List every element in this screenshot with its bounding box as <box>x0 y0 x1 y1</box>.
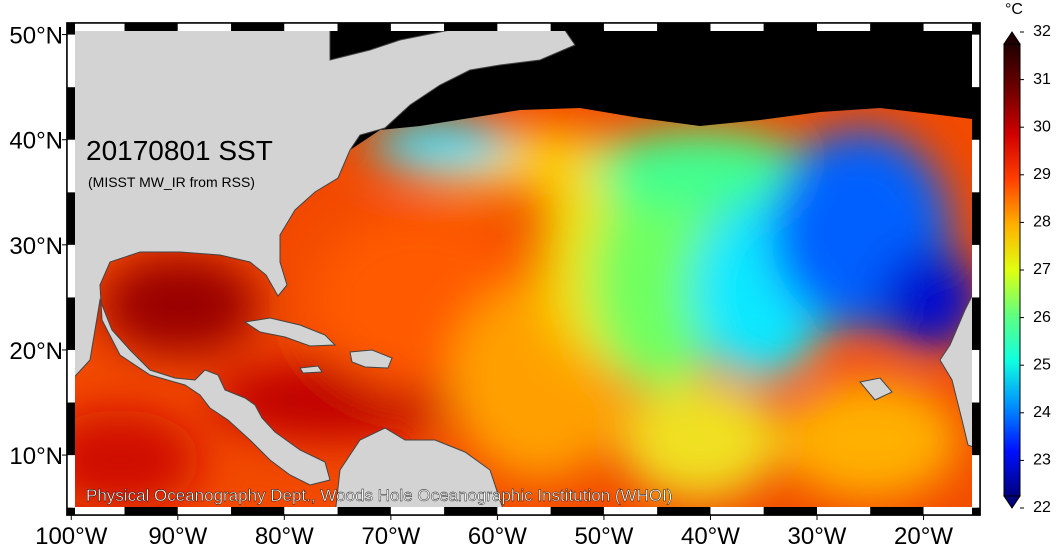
colorbar-tick-label: 31 <box>1033 71 1051 88</box>
frame-band <box>497 23 551 31</box>
colorbar-unit: °C <box>1005 1 1023 18</box>
lon-tick-label: 60°W <box>468 523 527 546</box>
lon-tick-label: 30°W <box>788 523 847 546</box>
frame-band <box>67 349 75 403</box>
frame-band <box>124 23 178 31</box>
frame-band <box>231 23 285 31</box>
frame-band <box>67 297 75 350</box>
frame-band <box>763 23 818 31</box>
lat-tick-label: 40°N <box>9 128 63 155</box>
frame-band <box>817 507 871 515</box>
colorbar: °C 22 23 24 25 26 27 28 29 30 31 32 <box>1003 1 1051 516</box>
frame-band <box>444 23 498 31</box>
frame-band <box>870 507 924 515</box>
frame-band <box>972 349 980 403</box>
colorbar-tick-label: 30 <box>1033 118 1051 135</box>
lon-tick-label: 70°W <box>361 523 420 546</box>
frame-band <box>67 139 75 193</box>
frame-band <box>231 507 285 515</box>
frame-band <box>177 23 232 31</box>
frame-band <box>603 507 658 515</box>
frame-band <box>71 507 125 515</box>
frame-band <box>337 23 391 31</box>
colorbar-tick-label: 27 <box>1033 261 1051 278</box>
colorbar-body <box>1003 43 1021 497</box>
frame-band <box>550 507 604 515</box>
frame-band <box>497 507 551 515</box>
frame-band <box>124 507 178 515</box>
frame-band <box>71 23 125 31</box>
credit: Physical Oceanography Dept., Woods Hole … <box>86 486 672 505</box>
frame-band <box>67 455 75 508</box>
frame-band <box>390 23 445 31</box>
frame-band <box>763 507 818 515</box>
lat-tick-label: 30°N <box>9 233 63 260</box>
lat-tick-label: 10°N <box>9 443 63 470</box>
map-area <box>67 23 980 515</box>
frame-bands <box>66 22 981 516</box>
colorbar-tick-label: 23 <box>1033 452 1051 469</box>
frame-band <box>177 507 232 515</box>
frame-band <box>284 23 338 31</box>
frame-band <box>972 23 980 35</box>
frame-band <box>972 244 980 298</box>
frame-band <box>67 244 75 298</box>
frame-band <box>67 402 75 456</box>
frame-band <box>67 34 75 88</box>
axis-ticks: 100°W 90°W 80°W 70°W 60°W 50°W 40°W 30°W 20°W 10°… <box>9 23 953 546</box>
frame-band <box>444 507 498 515</box>
frame-band <box>67 23 75 35</box>
frame-band <box>870 23 924 31</box>
frame-band <box>972 192 980 245</box>
sst-field <box>67 120 980 510</box>
frame-band <box>390 507 445 515</box>
lat-tick-label: 20°N <box>9 338 63 365</box>
lon-tick-label: 80°W <box>255 523 314 546</box>
colorbar-tick-label: 32 <box>1033 23 1051 40</box>
frame-band <box>972 34 980 88</box>
frame-band <box>972 507 980 515</box>
frame-band <box>710 23 764 31</box>
frame-band <box>972 297 980 350</box>
frame-band <box>923 507 977 515</box>
colorbar-top-arrow <box>1003 31 1021 45</box>
frame-band <box>657 507 711 515</box>
colorbar-tick-label: 25 <box>1033 356 1051 373</box>
frame-band <box>972 455 980 508</box>
lon-tick-label: 100°W <box>35 523 108 546</box>
frame-band <box>972 402 980 456</box>
lon-tick-label: 20°W <box>894 523 953 546</box>
frame-band <box>550 23 604 31</box>
frame-band <box>67 87 75 140</box>
map-title: 20170801 SST <box>86 135 273 166</box>
frame-band <box>67 192 75 245</box>
frame-band <box>972 139 980 193</box>
frame-band <box>972 87 980 140</box>
frame-band <box>67 507 75 515</box>
colorbar-tick-label: 22 <box>1033 499 1051 516</box>
lon-tick-label: 50°W <box>574 523 633 546</box>
colorbar-tick-label: 24 <box>1033 404 1051 421</box>
colorbar-tick-label: 28 <box>1033 214 1051 231</box>
colorbar-bottom-arrow <box>1003 495 1021 509</box>
frame-band <box>817 23 871 31</box>
frame-band <box>284 507 338 515</box>
frame-band <box>337 507 391 515</box>
lon-tick-label: 90°W <box>148 523 207 546</box>
frame-band <box>710 507 764 515</box>
lat-tick-label: 50°N <box>9 23 63 50</box>
frame-outline <box>66 22 981 516</box>
frame-band <box>603 23 658 31</box>
land <box>67 23 980 515</box>
frame-band <box>657 23 711 31</box>
lon-tick-label: 40°W <box>681 523 740 546</box>
colorbar-tick-label: 26 <box>1033 309 1051 326</box>
colorbar-tick-label: 29 <box>1033 166 1051 183</box>
frame-band <box>923 23 977 31</box>
map-subtitle: (MISST MW_IR from RSS) <box>88 174 255 190</box>
